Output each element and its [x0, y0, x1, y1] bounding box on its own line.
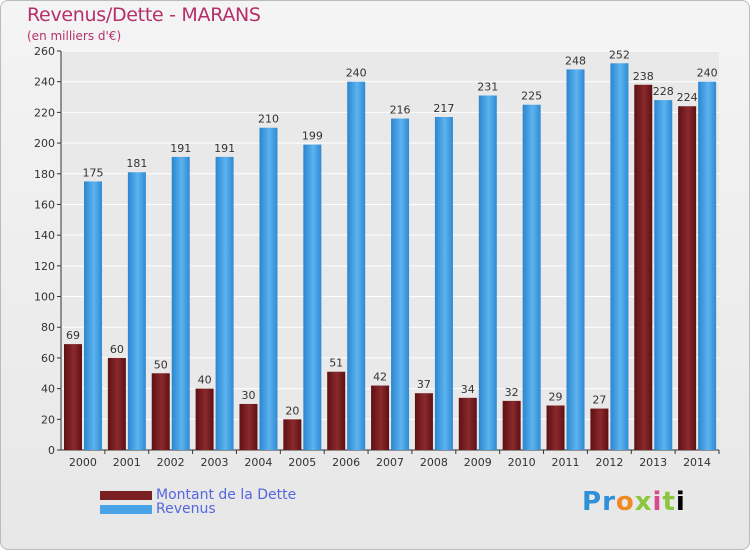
y-tick-label: 200: [34, 137, 55, 150]
data-label-debt: 40: [198, 374, 212, 387]
data-label-revenue: 248: [565, 54, 586, 67]
bar-debt: [151, 373, 170, 450]
y-tick-label: 140: [34, 229, 55, 242]
x-tick-label: 2006: [332, 456, 360, 469]
data-label-debt: 50: [154, 358, 168, 371]
data-label-revenue: 175: [83, 166, 104, 179]
bar-revenue: [259, 127, 278, 450]
data-label-revenue: 228: [653, 85, 674, 98]
bar-revenue: [698, 81, 717, 450]
legend-label-debt: Montant de la Dette: [156, 487, 297, 503]
bar-debt: [590, 408, 609, 450]
x-tick-label: 2013: [639, 456, 667, 469]
data-label-debt: 27: [592, 394, 606, 407]
data-label-revenue: 252: [609, 48, 630, 61]
x-tick-label: 2008: [420, 456, 448, 469]
data-label-debt: 29: [549, 390, 563, 403]
plot-area: [61, 51, 719, 450]
y-tick-label: 100: [34, 291, 55, 304]
bar-revenue: [654, 100, 673, 450]
chart-title: Revenus/Dette - MARANS: [27, 4, 261, 26]
data-label-debt: 51: [329, 357, 343, 370]
data-label-debt: 238: [633, 70, 654, 83]
bar-debt: [327, 371, 346, 450]
y-tick-label: 260: [34, 45, 55, 58]
bar-debt: [371, 385, 390, 450]
proxiti-logo: Proxiti: [582, 487, 686, 517]
data-label-revenue: 231: [477, 81, 498, 94]
bar-revenue: [127, 172, 146, 450]
y-tick-label: 0: [48, 444, 55, 457]
x-tick-label: 2004: [244, 456, 272, 469]
chart-subtitle: (en milliers d'€): [27, 29, 122, 43]
data-label-revenue: 225: [521, 90, 542, 103]
bar-revenue: [434, 116, 453, 450]
legend-label-revenue: Revenus: [156, 501, 216, 517]
legend-swatch-revenue: [100, 505, 152, 514]
bar-debt: [414, 393, 433, 450]
data-label-revenue: 210: [258, 113, 279, 126]
data-label-revenue: 240: [346, 67, 367, 80]
data-label-debt: 20: [285, 404, 299, 417]
bar-debt: [502, 400, 521, 450]
data-label-revenue: 216: [390, 104, 411, 117]
bar-revenue: [610, 63, 629, 451]
x-tick-label: 2010: [508, 456, 536, 469]
bar-revenue: [303, 144, 322, 450]
bar-debt: [283, 419, 302, 450]
data-label-revenue: 191: [170, 142, 191, 155]
data-label-revenue: 191: [214, 142, 235, 155]
bar-revenue: [347, 81, 366, 450]
y-tick-label: 80: [41, 321, 55, 334]
bar-debt: [458, 397, 477, 450]
data-label-revenue: 240: [697, 67, 718, 80]
bar-revenue: [522, 104, 541, 450]
bar-revenue: [391, 118, 410, 451]
x-tick-label: 2000: [69, 456, 97, 469]
y-tick-label: 120: [34, 260, 55, 273]
bar-debt: [546, 405, 565, 450]
bar-debt: [107, 357, 126, 450]
x-tick-label: 2014: [683, 456, 711, 469]
y-tick-label: 220: [34, 106, 55, 119]
bar-revenue: [478, 95, 497, 450]
bar-revenue: [566, 69, 585, 451]
data-label-revenue: 181: [126, 157, 147, 170]
y-tick-label: 240: [34, 76, 55, 89]
data-label-debt: 30: [241, 389, 255, 402]
x-tick-label: 2002: [157, 456, 185, 469]
x-tick-label: 2012: [595, 456, 623, 469]
x-tick-label: 2009: [464, 456, 492, 469]
x-tick-label: 2003: [201, 456, 229, 469]
data-label-revenue: 199: [302, 130, 323, 143]
bar-revenue: [84, 181, 102, 450]
data-label-debt: 32: [505, 386, 519, 399]
bar-debt: [239, 403, 258, 450]
data-label-debt: 42: [373, 371, 387, 384]
y-tick-label: 160: [34, 198, 55, 211]
x-tick-label: 2007: [376, 456, 404, 469]
bar-debt: [64, 344, 82, 450]
data-label-debt: 69: [66, 329, 80, 342]
data-label-debt: 60: [110, 343, 124, 356]
bar-revenue: [215, 156, 234, 450]
x-tick-label: 2005: [288, 456, 316, 469]
x-tick-label: 2001: [113, 456, 141, 469]
bar-revenue: [171, 156, 190, 450]
bar-debt: [634, 84, 653, 450]
legend-swatch-debt: [100, 491, 152, 500]
bar-debt: [678, 106, 697, 450]
x-tick-label: 2011: [551, 456, 579, 469]
data-label-revenue: 217: [433, 102, 454, 115]
data-label-debt: 34: [461, 383, 475, 396]
y-tick-label: 60: [41, 352, 55, 365]
data-label-debt: 224: [677, 91, 698, 104]
y-tick-label: 20: [41, 413, 55, 426]
y-tick-label: 40: [41, 383, 55, 396]
data-label-debt: 37: [417, 378, 431, 391]
bar-debt: [195, 388, 214, 450]
y-tick-label: 180: [34, 168, 55, 181]
